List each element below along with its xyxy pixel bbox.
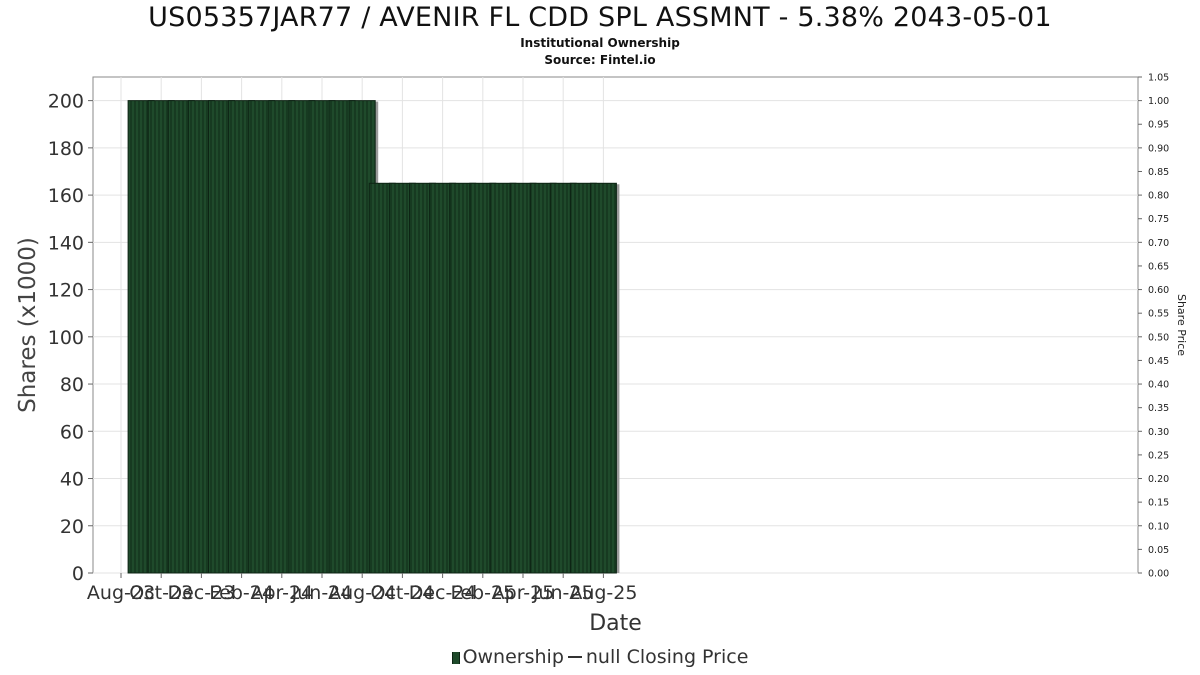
price-legend-label: null Closing Price [585, 646, 749, 668]
y2-tick-label: 0.25 [1148, 450, 1169, 461]
y2-tick-label: 0.10 [1148, 521, 1169, 532]
x-tick-label: Jun-24 [291, 582, 353, 604]
y-tick-label: 20 [60, 516, 84, 538]
y2-tick-label: 0.45 [1148, 356, 1169, 367]
x-tick-label: Apr-24 [250, 582, 313, 604]
y-tick-label: 140 [48, 232, 84, 254]
x-tick-label: Aug-24 [328, 582, 396, 604]
y2-tick-label: 0.15 [1148, 498, 1169, 509]
x-tick-label: Oct-23 [129, 582, 193, 604]
y-tick-label: 40 [60, 469, 84, 491]
ownership-legend-label: Ownership [462, 646, 564, 668]
y2-axis-title: Share Price [1175, 294, 1188, 356]
ownership-legend-swatch [451, 652, 460, 664]
y2-tick-label: 0.75 [1148, 214, 1169, 225]
y-tick-label: 80 [60, 374, 84, 396]
y2-tick-label: 0.40 [1148, 380, 1169, 391]
y2-tick-label: 0.95 [1148, 120, 1169, 131]
y-tick-label: 120 [48, 280, 84, 302]
y2-tick-label: 0.60 [1148, 285, 1169, 296]
x-tick-label: Dec-23 [167, 582, 235, 604]
x-axis-title: Date [589, 611, 642, 636]
chart-title: US05357JAR77 / AVENIR FL CDD SPL ASSMNT … [148, 2, 1052, 33]
x-tick-label: Oct-24 [370, 582, 434, 604]
y2-tick-label: 0.35 [1148, 403, 1169, 414]
y2-tick-label: 0.00 [1148, 569, 1169, 580]
y2-tick-label: 0.70 [1148, 238, 1169, 249]
x-tick-label: Aug-23 [87, 582, 155, 604]
y2-tick-label: 0.05 [1148, 545, 1169, 556]
x-tick-label: Feb-25 [450, 582, 515, 604]
ownership-bar [589, 182, 617, 574]
y2-tick-label: 0.65 [1148, 261, 1169, 272]
y-axis-title: Shares (x1000) [15, 237, 41, 413]
x-tick-label: Feb-24 [209, 582, 274, 604]
chart-source: Source: Fintel.io [544, 53, 656, 67]
y2-tick-label: 1.05 [1148, 73, 1169, 84]
y-tick-label: 60 [60, 421, 84, 443]
chart-legend: Ownership null Closing Price [0, 646, 1200, 668]
x-tick-label: Dec-24 [409, 582, 477, 604]
y-tick-label: 180 [48, 138, 84, 160]
y-tick-label: 200 [48, 91, 84, 113]
y2-tick-label: 0.20 [1148, 474, 1169, 485]
y-tick-label: 100 [48, 327, 84, 349]
y2-tick-label: 1.00 [1148, 96, 1169, 107]
y2-tick-label: 0.85 [1148, 167, 1169, 178]
price-legend-line [567, 656, 582, 658]
chart-subtitle: Institutional Ownership [520, 36, 680, 50]
y2-tick-label: 0.50 [1148, 332, 1169, 343]
y-tick-label: 0 [72, 563, 84, 585]
y2-tick-label: 0.90 [1148, 143, 1169, 154]
x-tick-label: Aug-25 [569, 582, 637, 604]
y2-tick-label: 0.80 [1148, 191, 1169, 202]
y-tick-label: 160 [48, 185, 84, 207]
y2-tick-label: 0.30 [1148, 427, 1169, 438]
y2-tick-label: 0.55 [1148, 309, 1169, 320]
x-tick-label: Apr-25 [492, 582, 555, 604]
x-tick-label: Jun-25 [532, 582, 594, 604]
